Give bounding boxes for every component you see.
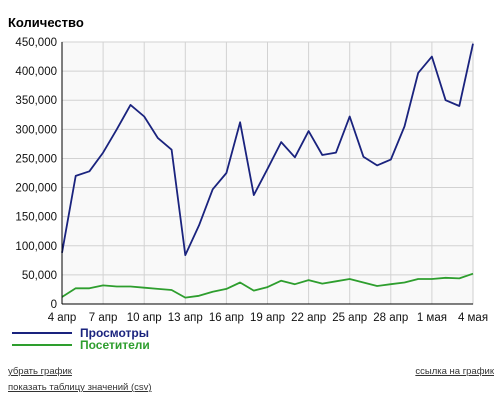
legend-label: Посетители <box>80 338 150 352</box>
y-tick-label: 200,000 <box>15 183 57 195</box>
y-tick-label: 450,000 <box>15 37 57 49</box>
series-line-1 <box>61 43 474 257</box>
axes <box>61 42 473 305</box>
y-ticks: 0 50,000 100,000 150,000 200,000 250,000 300,0… <box>15 37 57 311</box>
x-tick-label: 10 апр <box>127 312 162 324</box>
x-tick-label: 25 апр <box>332 312 367 324</box>
y-tick-label: 100,000 <box>15 241 57 253</box>
grid <box>62 41 473 304</box>
y-tick-label: 300,000 <box>15 124 57 136</box>
y-tick-label: 150,000 <box>15 212 57 224</box>
y-tick-label: 400,000 <box>15 66 57 78</box>
x-tick-label: 7 апр <box>89 312 118 324</box>
y-tick-label: 50,000 <box>22 270 57 282</box>
y-axis-label: Количество <box>8 15 84 30</box>
x-tick-label: 4 мая <box>458 312 488 324</box>
x-tick-label: 4 апр <box>48 312 77 324</box>
x-tick-label: 28 апр <box>373 312 408 324</box>
y-tick-label: 0 <box>51 299 57 311</box>
show-table-link[interactable]: показать таблицу значений (csv) <box>8 382 152 393</box>
legend-label: Просмотры <box>80 326 149 340</box>
x-tick-label: 22 апр <box>291 312 326 324</box>
x-tick-label: 1 мая <box>417 312 447 324</box>
x-tick-label: 16 апр <box>209 312 244 324</box>
chart-link[interactable]: ссылка на график <box>415 366 494 377</box>
x-tick-label: 13 апр <box>168 312 203 324</box>
x-ticks: 4 апр 7 апр 10 апр 13 апр 16 апр 19 апр 22 апр… <box>48 312 488 324</box>
series-line-2 <box>61 272 474 299</box>
series-lines <box>61 43 474 299</box>
y-tick-label: 350,000 <box>15 95 57 107</box>
x-tick-label: 19 апр <box>250 312 285 324</box>
y-tick-label: 250,000 <box>15 153 57 165</box>
remove-chart-link[interactable]: убрать график <box>8 366 72 377</box>
